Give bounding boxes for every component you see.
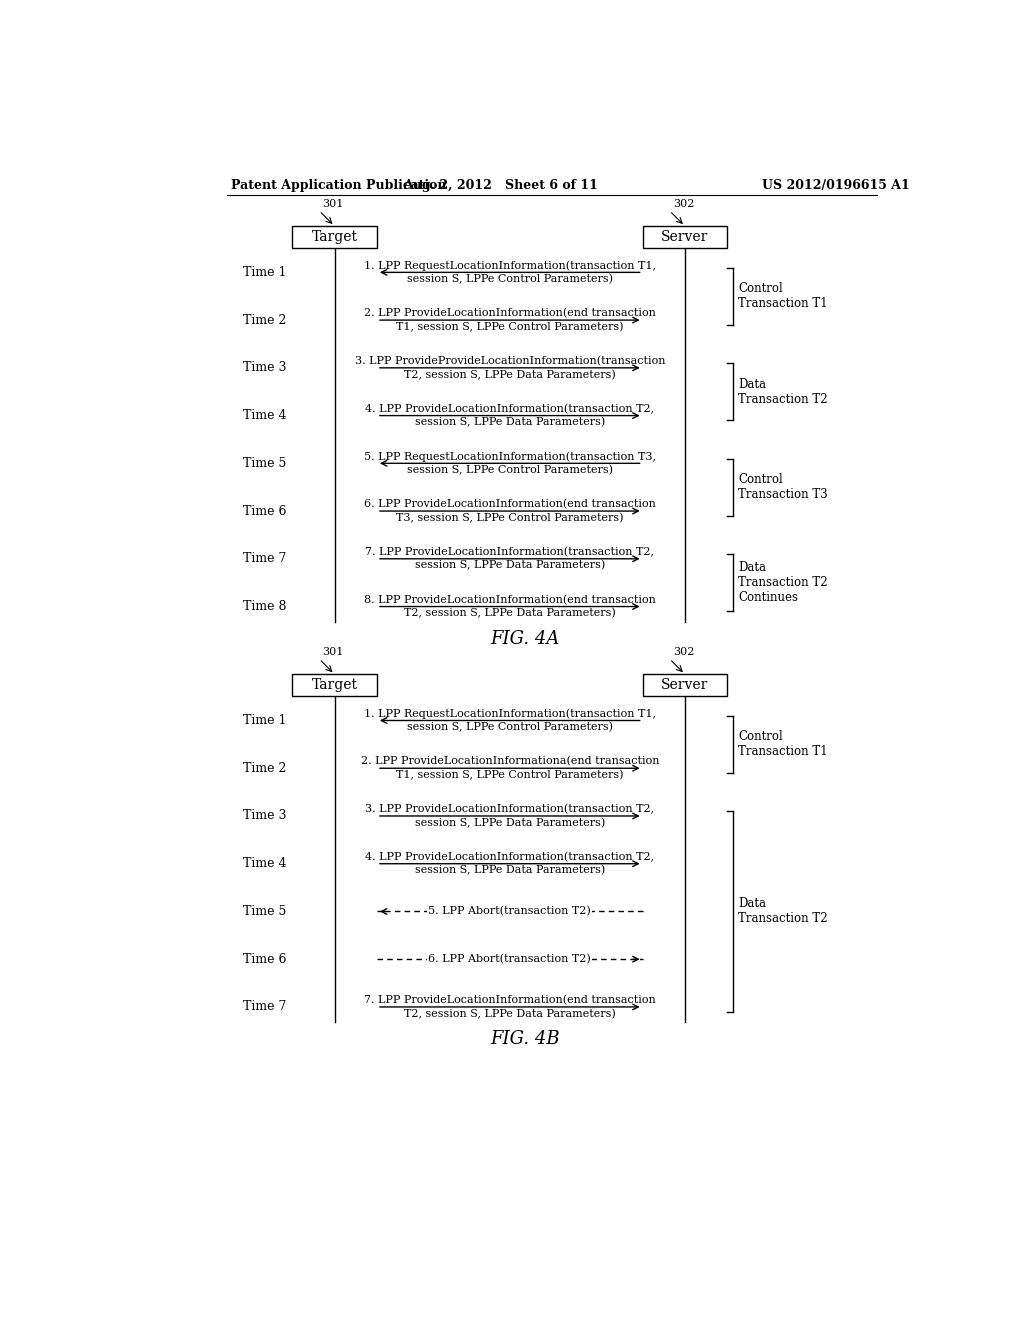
Text: 6. LPP ProvideLocationInformation(end transaction: 6. LPP ProvideLocationInformation(end tr…: [364, 499, 655, 510]
Text: 6. LPP Abort(transaction T2): 6. LPP Abort(transaction T2): [428, 954, 591, 965]
Text: Target: Target: [311, 678, 357, 692]
Text: Target: Target: [311, 230, 357, 244]
Text: Data
Transaction T2
Continues: Data Transaction T2 Continues: [738, 561, 827, 605]
Text: 4. LPP ProvideLocationInformation(transaction T2,: 4. LPP ProvideLocationInformation(transa…: [366, 404, 654, 414]
Text: session S, LPPe Control Parameters): session S, LPPe Control Parameters): [407, 722, 612, 733]
Text: session S, LPPe Data Parameters): session S, LPPe Data Parameters): [415, 561, 605, 570]
Text: 3. LPP ProvideProvideLocationInformation(transaction: 3. LPP ProvideProvideLocationInformation…: [354, 356, 665, 367]
Text: 1. LPP RequestLocationInformation(transaction T1,: 1. LPP RequestLocationInformation(transa…: [364, 709, 655, 719]
Text: T2, session S, LPPe Data Parameters): T2, session S, LPPe Data Parameters): [403, 1008, 615, 1019]
Text: US 2012/0196615 A1: US 2012/0196615 A1: [762, 178, 909, 191]
Text: T1, session S, LPPe Control Parameters): T1, session S, LPPe Control Parameters): [396, 322, 624, 333]
Text: T2, session S, LPPe Data Parameters): T2, session S, LPPe Data Parameters): [403, 370, 615, 380]
Text: Time 7: Time 7: [243, 552, 286, 565]
Text: 7. LPP ProvideLocationInformation(transaction T2,: 7. LPP ProvideLocationInformation(transa…: [366, 546, 654, 557]
Text: Server: Server: [662, 678, 709, 692]
Text: Data
Transaction T2: Data Transaction T2: [738, 378, 827, 405]
Text: Control
Transaction T1: Control Transaction T1: [738, 282, 827, 310]
Bar: [292, 226, 377, 248]
Text: 301: 301: [323, 647, 344, 657]
Text: session S, LPPe Control Parameters): session S, LPPe Control Parameters): [407, 465, 612, 475]
Text: Time 1: Time 1: [243, 265, 286, 279]
Text: 1. LPP RequestLocationInformation(transaction T1,: 1. LPP RequestLocationInformation(transa…: [364, 260, 655, 271]
Text: FIG. 4A: FIG. 4A: [490, 630, 559, 648]
Text: Data
Transaction T2: Data Transaction T2: [738, 898, 827, 925]
Text: Time 5: Time 5: [243, 906, 286, 917]
Text: Time 1: Time 1: [243, 714, 286, 727]
Text: Time 4: Time 4: [243, 409, 286, 422]
Text: session S, LPPe Data Parameters): session S, LPPe Data Parameters): [415, 817, 605, 828]
Text: session S, LPPe Data Parameters): session S, LPPe Data Parameters): [415, 866, 605, 875]
Text: T2, session S, LPPe Data Parameters): T2, session S, LPPe Data Parameters): [403, 609, 615, 619]
Bar: [643, 226, 727, 248]
Text: session S, LPPe Data Parameters): session S, LPPe Data Parameters): [415, 417, 605, 428]
Text: FIG. 4B: FIG. 4B: [490, 1031, 559, 1048]
Text: Time 3: Time 3: [243, 362, 286, 375]
Text: Control
Transaction T3: Control Transaction T3: [738, 473, 827, 502]
Text: Patent Application Publication: Patent Application Publication: [230, 178, 446, 191]
Text: Time 2: Time 2: [243, 314, 286, 326]
Text: Time 6: Time 6: [243, 953, 286, 966]
Text: Time 2: Time 2: [243, 762, 286, 775]
Text: 7. LPP ProvideLocationInformation(end transaction: 7. LPP ProvideLocationInformation(end tr…: [364, 995, 655, 1006]
Text: Time 7: Time 7: [243, 1001, 286, 1014]
Text: 2. LPP ProvideLocationInformation(end transaction: 2. LPP ProvideLocationInformation(end tr…: [364, 309, 655, 318]
Text: 301: 301: [323, 199, 344, 209]
Text: Time 4: Time 4: [243, 857, 286, 870]
Text: 4. LPP ProvideLocationInformation(transaction T2,: 4. LPP ProvideLocationInformation(transa…: [366, 851, 654, 862]
Text: T3, session S, LPPe Control Parameters): T3, session S, LPPe Control Parameters): [396, 512, 624, 523]
Text: Aug. 2, 2012   Sheet 6 of 11: Aug. 2, 2012 Sheet 6 of 11: [402, 178, 598, 191]
Text: Time 6: Time 6: [243, 504, 286, 517]
Text: Server: Server: [662, 230, 709, 244]
Text: Time 5: Time 5: [243, 457, 286, 470]
Text: 302: 302: [673, 647, 694, 657]
Text: T1, session S, LPPe Control Parameters): T1, session S, LPPe Control Parameters): [396, 770, 624, 780]
Text: 5. LPP RequestLocationInformation(transaction T3,: 5. LPP RequestLocationInformation(transa…: [364, 451, 655, 462]
Text: 3. LPP ProvideLocationInformation(transaction T2,: 3. LPP ProvideLocationInformation(transa…: [366, 804, 654, 814]
Text: session S, LPPe Control Parameters): session S, LPPe Control Parameters): [407, 275, 612, 284]
Text: Time 8: Time 8: [243, 601, 286, 612]
Text: 302: 302: [673, 199, 694, 209]
Bar: [643, 675, 727, 696]
Text: Time 3: Time 3: [243, 809, 286, 822]
Text: Control
Transaction T1: Control Transaction T1: [738, 730, 827, 759]
Text: 5. LPP Abort(transaction T2): 5. LPP Abort(transaction T2): [428, 907, 591, 916]
Bar: [292, 675, 377, 696]
Text: 8. LPP ProvideLocationInformation(end transaction: 8. LPP ProvideLocationInformation(end tr…: [364, 595, 655, 605]
Text: 2. LPP ProvideLocationInformationa(end transaction: 2. LPP ProvideLocationInformationa(end t…: [360, 756, 659, 767]
